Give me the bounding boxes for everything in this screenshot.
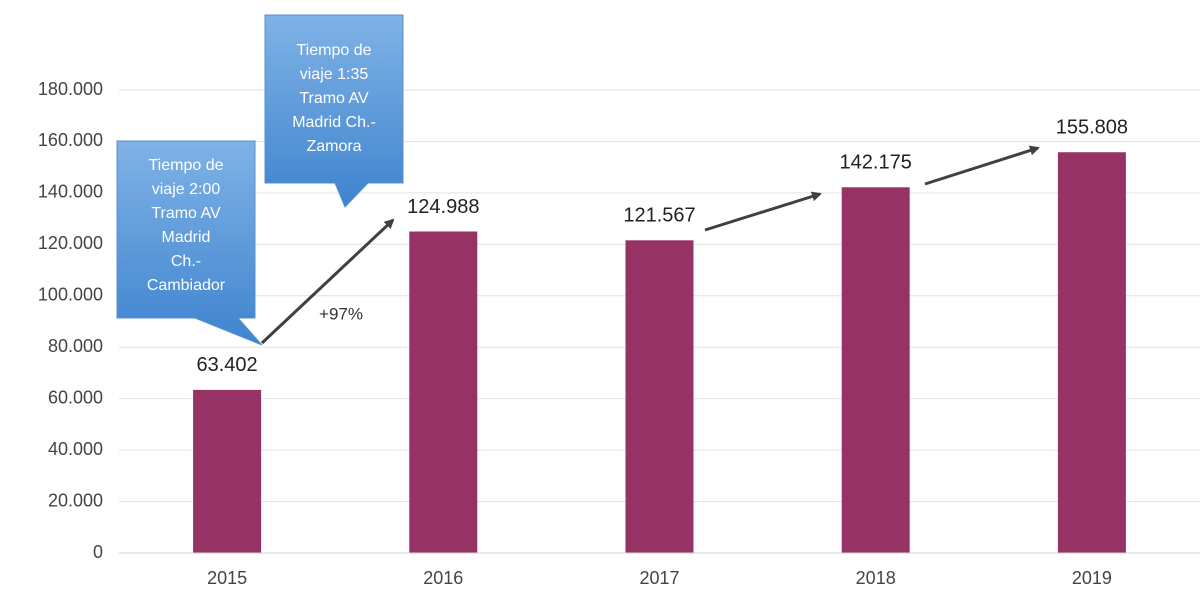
- arrow: [924, 145, 1040, 186]
- y-tick-label: 100.000: [38, 285, 103, 305]
- callout-text: Tiempo de: [149, 157, 224, 174]
- bar: [625, 240, 694, 553]
- y-tick-label: 0: [93, 542, 103, 562]
- callout-text: Madrid Ch.-: [292, 114, 376, 131]
- x-tick-label: 2016: [423, 568, 463, 588]
- callout-text: Tiempo de: [297, 42, 372, 59]
- y-tick-label: 140.000: [38, 182, 103, 202]
- bar: [841, 187, 910, 553]
- x-tick-label: 2017: [639, 568, 679, 588]
- bars: [193, 152, 1126, 553]
- annotation: +97%: [319, 304, 363, 323]
- callout-box: [116, 140, 263, 346]
- callout-text: Tramo AV: [151, 205, 221, 222]
- bar: [1057, 152, 1126, 553]
- value-label: 155.808: [1056, 117, 1128, 139]
- y-tick-label: 40.000: [48, 439, 103, 459]
- y-tick-label: 20.000: [48, 490, 103, 510]
- y-tick-label: 60.000: [48, 387, 103, 407]
- x-tick-label: 2018: [856, 568, 896, 588]
- callout-box: [264, 14, 404, 208]
- callout-text: viaje 2:00: [152, 181, 221, 198]
- value-label: 124.988: [407, 196, 479, 218]
- callout-text: viaje 1:35: [300, 66, 369, 83]
- arrow: [704, 191, 822, 232]
- y-tick-label: 120.000: [38, 233, 103, 253]
- x-tick-label: 2019: [1072, 568, 1112, 588]
- callout-text: Tramo AV: [299, 90, 369, 107]
- value-label: 142.175: [840, 152, 912, 174]
- callout-text: Cambiador: [147, 277, 226, 294]
- y-tick-label: 160.000: [38, 130, 103, 150]
- x-tick-label: 2015: [207, 568, 247, 588]
- arrow: [260, 218, 395, 345]
- y-tick-label: 180.000: [38, 79, 103, 99]
- bar: [409, 231, 478, 553]
- callout-text: Zamora: [306, 138, 361, 155]
- bar: [193, 389, 262, 553]
- callout-text: Ch.-: [171, 253, 201, 270]
- y-tick-label: 80.000: [48, 336, 103, 356]
- value-label: 63.402: [197, 354, 258, 376]
- arrows: [260, 145, 1040, 345]
- callout-text: Madrid: [162, 229, 211, 246]
- value-label: 121.567: [623, 205, 695, 227]
